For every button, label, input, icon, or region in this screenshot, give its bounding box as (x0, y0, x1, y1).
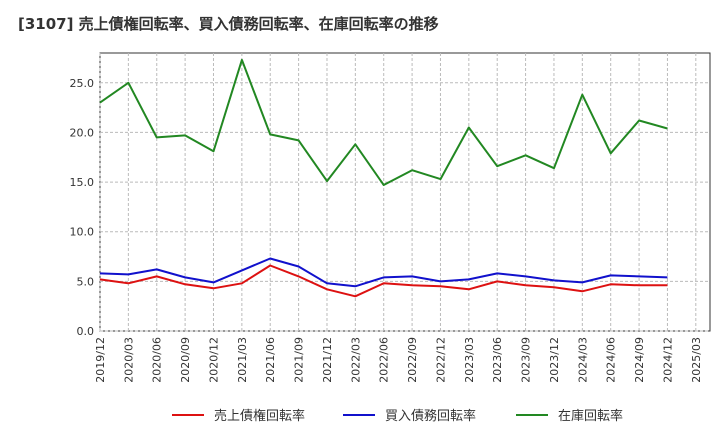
x-tick-label: 2020/09 (179, 337, 192, 383)
y-tick-label: 10.0 (70, 226, 95, 239)
y-axis-ticks: 0.0 5.0 10.0 15.0 20.0 25.0 (70, 77, 95, 338)
x-tick-label: 2025/03 (690, 337, 703, 383)
x-tick-label: 2023/03 (463, 337, 476, 383)
plot-area (99, 52, 711, 332)
x-tick-label: 2023/12 (548, 337, 561, 383)
x-tick-label: 2024/09 (633, 337, 646, 383)
x-tick-label: 2021/06 (264, 337, 277, 383)
x-tick-label: 2022/09 (406, 337, 419, 383)
legend-label-1: 売上債権回転率 (214, 408, 305, 424)
x-tick-label: 2023/06 (491, 337, 504, 383)
x-tick-label: 2023/09 (520, 337, 533, 383)
x-tick-label: 2022/03 (349, 337, 362, 383)
series-line-2 (99, 257, 668, 288)
series-layer (99, 58, 668, 298)
chart-title: [3107] 売上債権回転率、買入債務回転率、在庫回転率の推移 (18, 15, 439, 33)
x-tick-label: 2024/12 (661, 337, 674, 383)
x-tick-label: 2024/03 (576, 337, 589, 383)
x-tick-label: 2020/12 (207, 337, 220, 383)
x-tick-label: 2022/12 (434, 337, 447, 383)
x-tick-label: 2020/03 (122, 337, 135, 383)
legend-label-3: 在庫回転率 (558, 408, 623, 424)
y-tick-label: 15.0 (70, 176, 95, 189)
x-tick-label: 2020/06 (151, 337, 164, 383)
series-line-3 (99, 58, 668, 186)
y-tick-label: 5.0 (77, 275, 95, 288)
x-tick-label: 2022/06 (378, 337, 391, 383)
legend-label-2: 買入債務回転率 (385, 408, 476, 424)
legend: 売上債権回転率 買入債務回転率 在庫回転率 (172, 408, 623, 424)
x-tick-label: 2021/03 (236, 337, 249, 383)
x-tick-label: 2021/12 (321, 337, 334, 383)
series-line-1 (99, 264, 668, 298)
x-axis-ticks: 2019/12 2020/03 2020/06 2020/09 2020/12 2021/… (94, 337, 703, 383)
y-tick-label: 0.0 (77, 325, 95, 338)
y-tick-label: 25.0 (70, 77, 95, 90)
y-tick-label: 20.0 (70, 126, 95, 139)
x-tick-label: 2019/12 (94, 337, 107, 383)
x-tick-label: 2024/06 (605, 337, 618, 383)
x-tick-label: 2021/09 (293, 337, 306, 383)
